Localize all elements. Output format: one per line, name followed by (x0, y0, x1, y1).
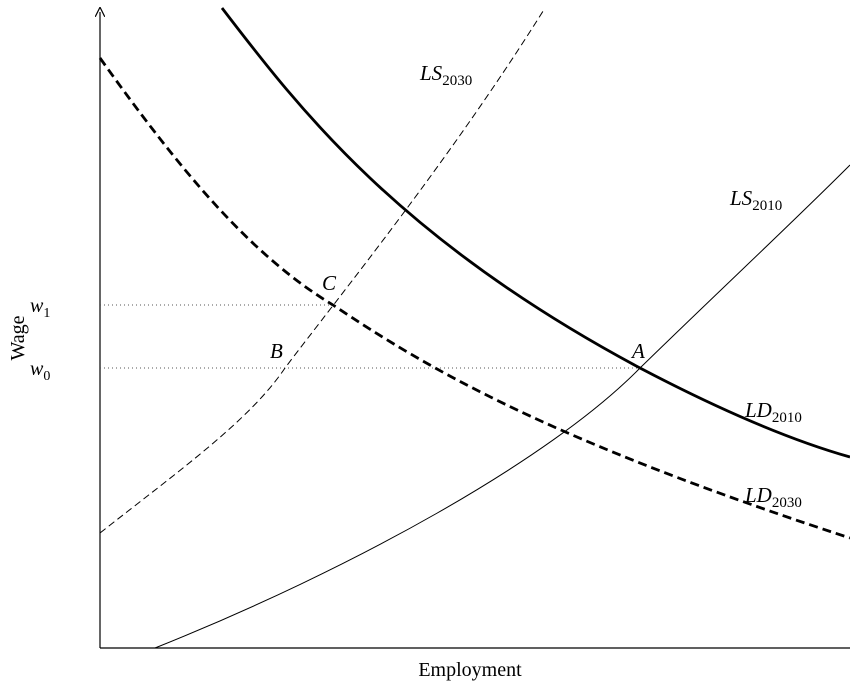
wage-symbol: w (30, 358, 44, 380)
point-label: C (322, 271, 337, 295)
ld2010-curve (220, 7, 850, 459)
ld2030-curve (98, 57, 850, 540)
wage-symbol: w (30, 295, 44, 317)
y-axis-title: Wage (7, 315, 29, 360)
curve-symbol: LD (744, 398, 772, 422)
ls2010-curve (154, 164, 850, 649)
point-label: B (270, 339, 283, 363)
ls2030-curve (99, 7, 546, 534)
curve-sub: 2010 (772, 410, 802, 426)
curve-sub: 2030 (442, 73, 472, 89)
curve-symbol: LD (744, 483, 772, 507)
wage-sub: 1 (43, 306, 50, 321)
x-axis-title: Employment (418, 659, 522, 681)
wage-sub: 0 (43, 369, 50, 384)
wage-label: w1 (30, 295, 50, 321)
wage-label: w0 (30, 358, 50, 384)
curve-symbol: LS (729, 186, 753, 210)
curve-label: LS2030 (419, 61, 472, 89)
curve-symbol: LS (419, 61, 443, 85)
curve-sub: 2030 (772, 495, 802, 511)
curve-label: LD2030 (744, 483, 802, 511)
point-label: A (630, 339, 645, 363)
curve-sub: 2010 (752, 198, 782, 214)
curve-label: LS2010 (729, 186, 782, 214)
curve-label: LD2010 (744, 398, 802, 426)
